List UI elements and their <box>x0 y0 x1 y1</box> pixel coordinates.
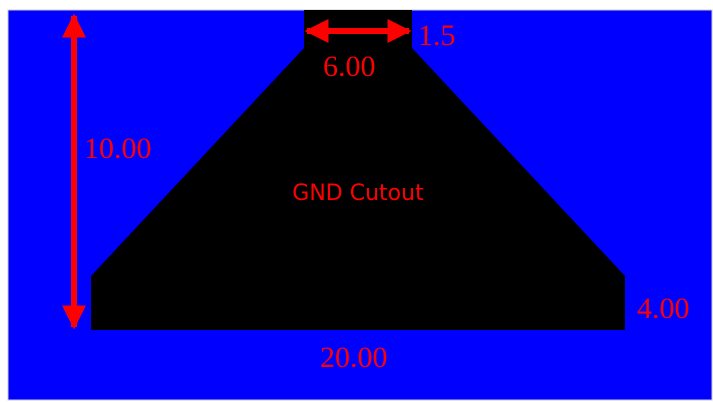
top-width-label: 6.00 <box>323 50 376 83</box>
gnd-cutout-shape <box>91 10 625 330</box>
bottom-width-label: 20.00 <box>320 341 388 374</box>
base-height-label: 4.00 <box>637 292 690 325</box>
gnd-cutout-label: GND Cutout <box>292 181 424 206</box>
top-offset-label: 1.5 <box>418 19 456 52</box>
height-label: 10.00 <box>84 132 152 165</box>
